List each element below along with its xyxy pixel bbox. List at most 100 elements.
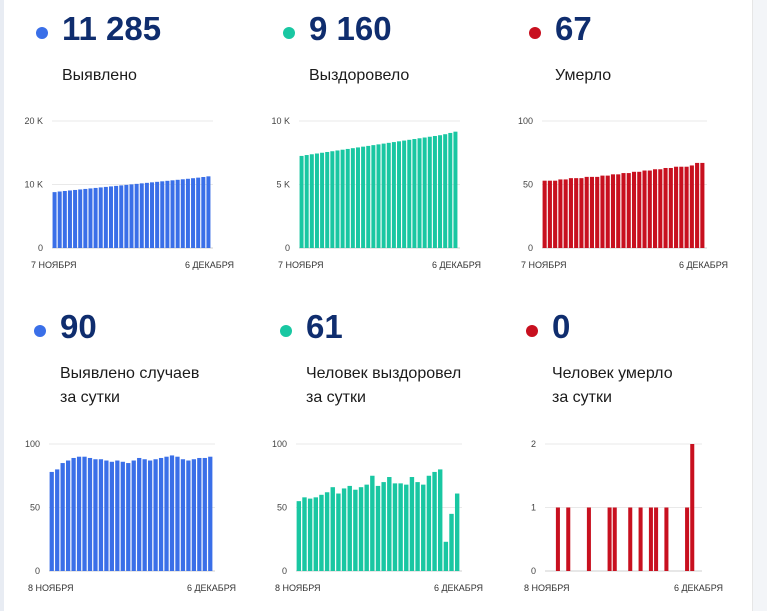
daily-recovered-label-line: за сутки bbox=[306, 389, 366, 406]
daily-detected-legend-dot bbox=[34, 325, 46, 337]
bar bbox=[674, 166, 679, 248]
bar bbox=[104, 460, 109, 571]
daily-died-label-line: за сутки bbox=[552, 389, 612, 406]
died-label-line: Умерло bbox=[555, 67, 612, 84]
bar bbox=[415, 482, 420, 571]
bar bbox=[542, 180, 547, 248]
x-start-label: 7 НОЯБРЯ bbox=[521, 260, 567, 270]
bar bbox=[409, 477, 415, 571]
bar bbox=[387, 477, 392, 571]
bar bbox=[60, 463, 65, 571]
bar bbox=[358, 487, 364, 571]
bar bbox=[144, 182, 149, 248]
bar bbox=[448, 132, 453, 248]
daily-recovered-bar-chart: 0 50 100 8 НОЯБРЯ 6 ДЕКАБРЯ bbox=[272, 439, 483, 593]
bar bbox=[314, 153, 319, 248]
bar bbox=[350, 148, 355, 248]
y-tick-label: 0 bbox=[528, 243, 533, 253]
x-start-label: 8 НОЯБРЯ bbox=[275, 583, 321, 593]
bar bbox=[553, 180, 558, 248]
y-tick-label: 5 K bbox=[276, 180, 290, 190]
detected-value: 11 285 bbox=[62, 10, 162, 47]
bar bbox=[180, 459, 186, 571]
bar bbox=[313, 497, 318, 571]
bar bbox=[108, 186, 113, 248]
bar bbox=[76, 456, 82, 571]
died-card: 67 Умерло 0 50 100 7 НОЯБРЯ 6 ДЕКАБРЯ bbox=[518, 0, 764, 290]
x-end-label: 6 ДЕКАБРЯ bbox=[185, 260, 234, 270]
bar bbox=[78, 189, 83, 248]
bar bbox=[668, 167, 673, 248]
detected-label: Выявлено bbox=[62, 64, 137, 88]
bar bbox=[120, 461, 125, 571]
bar bbox=[375, 485, 381, 571]
bar bbox=[330, 487, 335, 571]
bar bbox=[55, 469, 60, 571]
bar bbox=[566, 507, 571, 571]
bar bbox=[370, 475, 375, 571]
recovered-value: 9 160 bbox=[309, 10, 392, 47]
bar bbox=[49, 471, 54, 571]
bar bbox=[330, 151, 335, 248]
bar bbox=[438, 135, 443, 248]
bar bbox=[421, 484, 426, 571]
bar bbox=[197, 457, 202, 571]
bar bbox=[555, 507, 560, 571]
bar bbox=[309, 154, 314, 248]
bar bbox=[185, 178, 190, 248]
bar bbox=[62, 190, 67, 248]
detected-card: 11 285 Выявлено 0 10 K 20 K 7 НОЯБРЯ 6 ДЕКАБРЯ bbox=[24, 0, 271, 290]
bar bbox=[335, 150, 340, 248]
bar bbox=[647, 170, 652, 248]
bar bbox=[52, 192, 57, 248]
bar bbox=[397, 141, 402, 248]
x-start-label: 8 НОЯБРЯ bbox=[28, 583, 74, 593]
bar bbox=[454, 493, 460, 571]
bar bbox=[155, 181, 160, 248]
bar bbox=[610, 174, 616, 248]
bar bbox=[574, 178, 579, 248]
bar bbox=[664, 507, 669, 571]
bar bbox=[302, 497, 307, 571]
recovered-bar-chart: 0 5 K 10 K 7 НОЯБРЯ 6 ДЕКАБРЯ bbox=[271, 116, 481, 270]
bar bbox=[87, 457, 93, 571]
x-end-label: 6 ДЕКАБРЯ bbox=[674, 583, 723, 593]
bar bbox=[690, 444, 695, 571]
y-tick-label: 0 bbox=[285, 243, 290, 253]
bar bbox=[119, 185, 124, 248]
y-tick-label: 100 bbox=[272, 439, 287, 449]
bar bbox=[568, 178, 573, 248]
bar bbox=[139, 183, 144, 248]
bar bbox=[432, 471, 437, 571]
bar bbox=[320, 152, 325, 248]
bar bbox=[438, 469, 443, 571]
bar bbox=[607, 507, 612, 571]
bar bbox=[345, 148, 350, 248]
bar bbox=[700, 162, 705, 248]
bar bbox=[663, 167, 668, 248]
bar bbox=[616, 174, 621, 248]
bar bbox=[364, 484, 369, 571]
bar bbox=[584, 176, 589, 248]
bar bbox=[299, 155, 304, 248]
bar bbox=[73, 189, 78, 248]
bar bbox=[134, 183, 139, 248]
bar bbox=[115, 460, 120, 571]
bar bbox=[404, 484, 409, 571]
daily-died-label: Человек умерло за сутки bbox=[552, 362, 673, 410]
daily-recovered-label: Человек выздоровел за сутки bbox=[306, 362, 461, 410]
daily-recovered-legend-dot bbox=[280, 325, 292, 337]
detected-label-line: Выявлено bbox=[62, 67, 137, 84]
bar bbox=[88, 188, 93, 248]
bar bbox=[637, 171, 642, 248]
bar bbox=[658, 169, 663, 248]
bar bbox=[93, 187, 98, 248]
bar bbox=[169, 455, 175, 571]
recovered-label-line: Выздоровело bbox=[309, 67, 410, 84]
daily-detected-label: Выявлено случаев за сутки bbox=[60, 362, 199, 410]
y-tick-label: 0 bbox=[531, 566, 536, 576]
bar bbox=[427, 136, 432, 248]
bar bbox=[392, 483, 398, 571]
bar bbox=[131, 460, 136, 571]
x-end-label: 6 ДЕКАБРЯ bbox=[434, 583, 483, 593]
